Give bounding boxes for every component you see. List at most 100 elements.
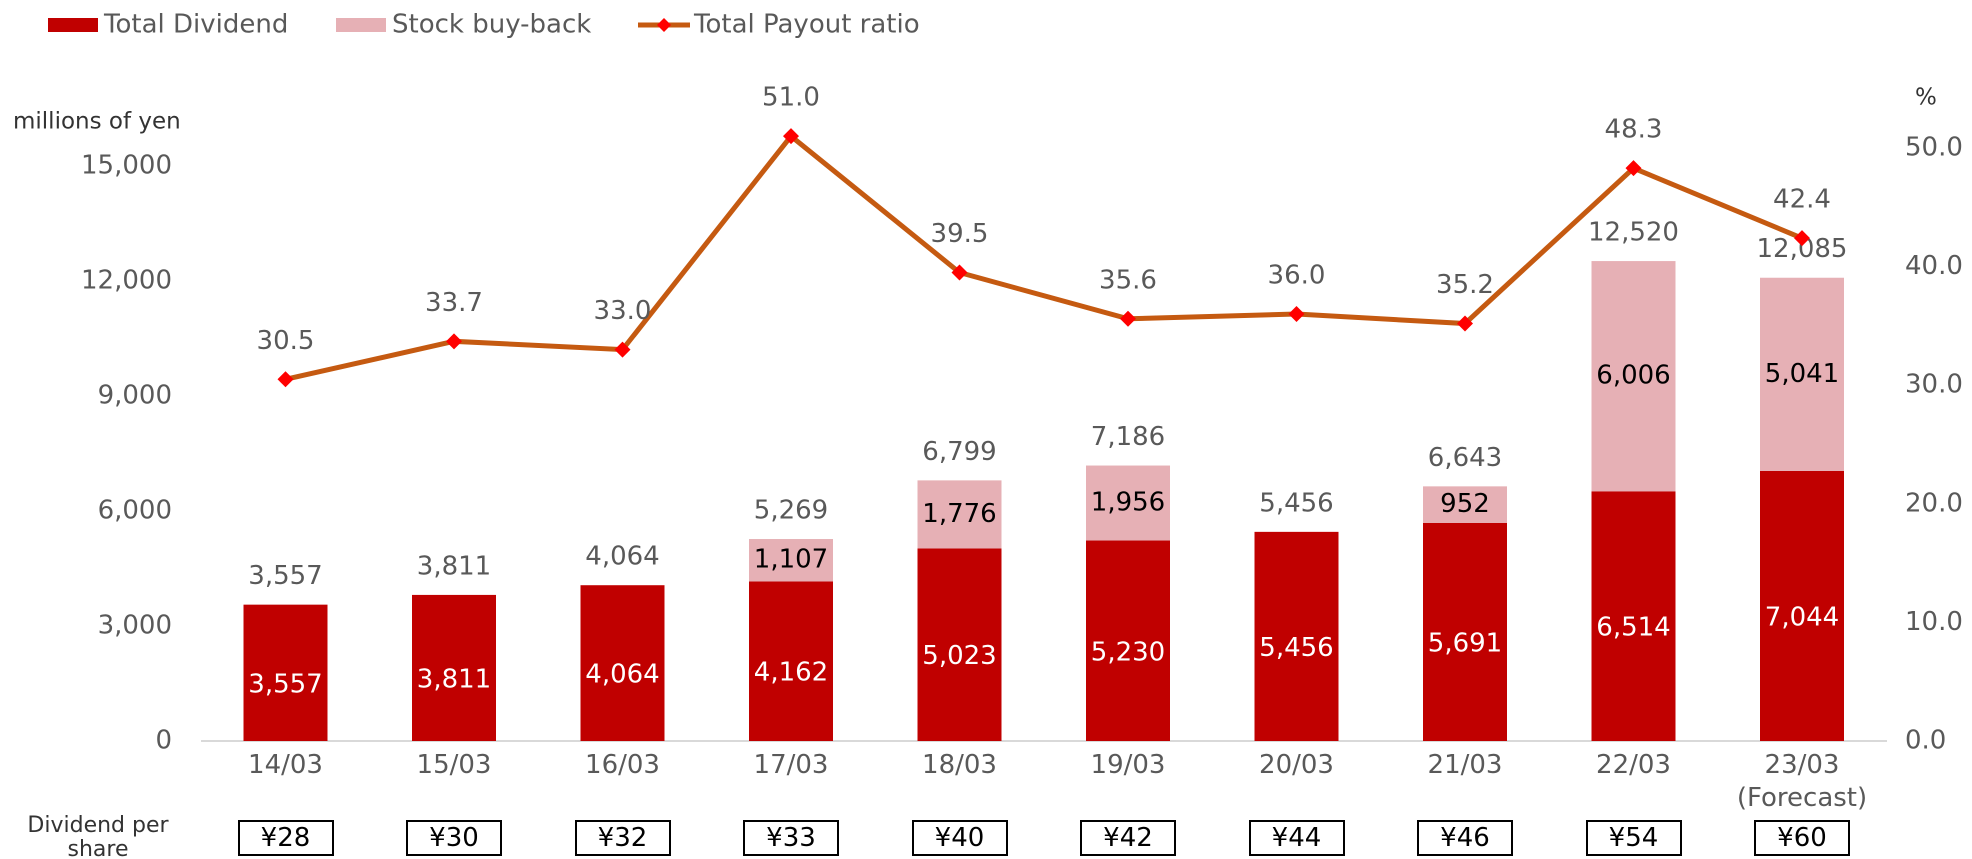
y2-tick-label: 40.0: [1905, 251, 1963, 281]
x-tick-label: 19/03: [1090, 750, 1166, 780]
y2-tick-label: 50.0: [1905, 133, 1963, 163]
bar-segment: [749, 581, 833, 741]
y-tick-label: 6,000: [98, 496, 172, 526]
total-label: 7,186: [1091, 422, 1165, 452]
data-label: 3,557: [248, 669, 322, 699]
marker: [1288, 306, 1305, 323]
data-label: 7,044: [1765, 602, 1839, 632]
legend-label: Total Dividend: [103, 10, 288, 40]
y-tick-label: 0: [155, 726, 172, 756]
bar-segment: [749, 539, 833, 582]
y2-tick-label: 10.0: [1905, 607, 1963, 637]
y-axis-title: millions of yen: [13, 109, 181, 135]
data-label: 6,006: [1596, 361, 1670, 391]
y-tick-label: 9,000: [98, 381, 172, 411]
dps-box: ¥30: [406, 820, 502, 856]
dps-box: ¥44: [1248, 820, 1345, 856]
y2-tick-label: 0.0: [1905, 726, 1946, 756]
marker: [446, 333, 462, 350]
legend-swatch: [48, 18, 98, 32]
total-label: 5,269: [754, 496, 828, 526]
legend-label: Total Payout ratio: [693, 10, 920, 40]
marker: [951, 264, 968, 281]
data-label: 1,776: [922, 499, 996, 529]
bar-segment: [917, 548, 1002, 741]
bar-segment: [1760, 470, 1844, 741]
total-label: 12,520: [1588, 218, 1679, 248]
total-label: 6,643: [1428, 443, 1502, 473]
x-tick-label: 21/03: [1427, 750, 1503, 780]
data-label: 4,162: [754, 658, 828, 688]
dps-box: ¥46: [1417, 820, 1513, 856]
total-label: 6,799: [922, 437, 996, 467]
bar-segment: [1086, 465, 1170, 541]
data-label: 51.0: [762, 83, 820, 113]
dps-box: ¥60: [1754, 820, 1850, 856]
bar-segment: [917, 480, 1002, 549]
dps-box: ¥33: [743, 820, 839, 856]
bar-segment: [1760, 277, 1844, 471]
data-label: 35.2: [1436, 270, 1494, 300]
data-label: 952: [1440, 489, 1490, 519]
x-tick-label: 17/03: [753, 750, 829, 780]
data-label: 5,691: [1428, 628, 1502, 658]
data-label: 5,041: [1765, 359, 1839, 389]
legend-label: Stock buy-back: [392, 10, 591, 40]
data-label: 48.3: [1605, 115, 1663, 145]
bar-segment: [1086, 540, 1170, 741]
x-tick-label: 14/03: [248, 750, 323, 780]
data-label: 3,811: [417, 664, 491, 694]
y2-axis-title: %: [1915, 85, 1937, 111]
bar-segment: [1254, 531, 1339, 741]
bar-segment: [1591, 491, 1676, 741]
marker: [1120, 310, 1136, 327]
data-label: 6,514: [1596, 613, 1670, 643]
y2-tick-label: 30.0: [1905, 370, 1963, 400]
y-tick-label: 3,000: [98, 611, 172, 641]
x-tick-label: 20/03: [1259, 750, 1334, 780]
y2-tick-label: 20.0: [1905, 488, 1963, 518]
legend-marker: [657, 18, 671, 32]
total-label: 4,064: [585, 542, 659, 572]
x-tick-label: 16/03: [585, 750, 660, 780]
data-label: 36.0: [1268, 261, 1326, 291]
dps-box: ¥40: [911, 820, 1008, 856]
y-tick-label: 12,000: [81, 266, 172, 296]
line: [284, 132, 1803, 382]
bar-segment: [1591, 261, 1676, 492]
data-label: 39.5: [931, 219, 989, 249]
x-tick-label: 23/03 (Forecast): [1736, 750, 1868, 813]
bar-segment: [412, 594, 496, 741]
marker: [277, 371, 294, 388]
bar-segment: [243, 604, 328, 741]
data-label: 5,230: [1091, 637, 1165, 667]
data-label: 5,456: [1259, 633, 1333, 663]
marker: [1625, 160, 1642, 177]
data-label: 35.6: [1099, 265, 1157, 295]
dps-box: ¥28: [237, 820, 334, 856]
data-label: 1,107: [754, 545, 828, 575]
bar-segment: [1423, 522, 1507, 741]
x-tick-label: 18/03: [922, 750, 997, 780]
data-label: 4,064: [585, 660, 659, 690]
data-label: 42.4: [1773, 185, 1831, 215]
bar-segment: [1423, 486, 1507, 523]
y-tick-label: 15,000: [81, 151, 172, 181]
bar-segment: [580, 585, 665, 741]
data-label: 1,956: [1091, 488, 1165, 518]
marker: [783, 128, 799, 145]
data-label: 33.7: [425, 288, 483, 318]
total-label: 3,811: [417, 551, 491, 581]
total-label: 3,557: [248, 561, 322, 591]
data-label: 30.5: [257, 326, 315, 356]
dps-label: Dividend per share: [27, 813, 169, 859]
marker: [614, 341, 631, 358]
data-label: 5,023: [922, 641, 996, 671]
total-label: 5,456: [1259, 488, 1333, 518]
x-tick-label: 15/03: [416, 750, 492, 780]
legend-swatch: [336, 18, 386, 32]
x-tick-label: 22/03: [1596, 750, 1671, 780]
dps-box: ¥32: [574, 820, 671, 856]
